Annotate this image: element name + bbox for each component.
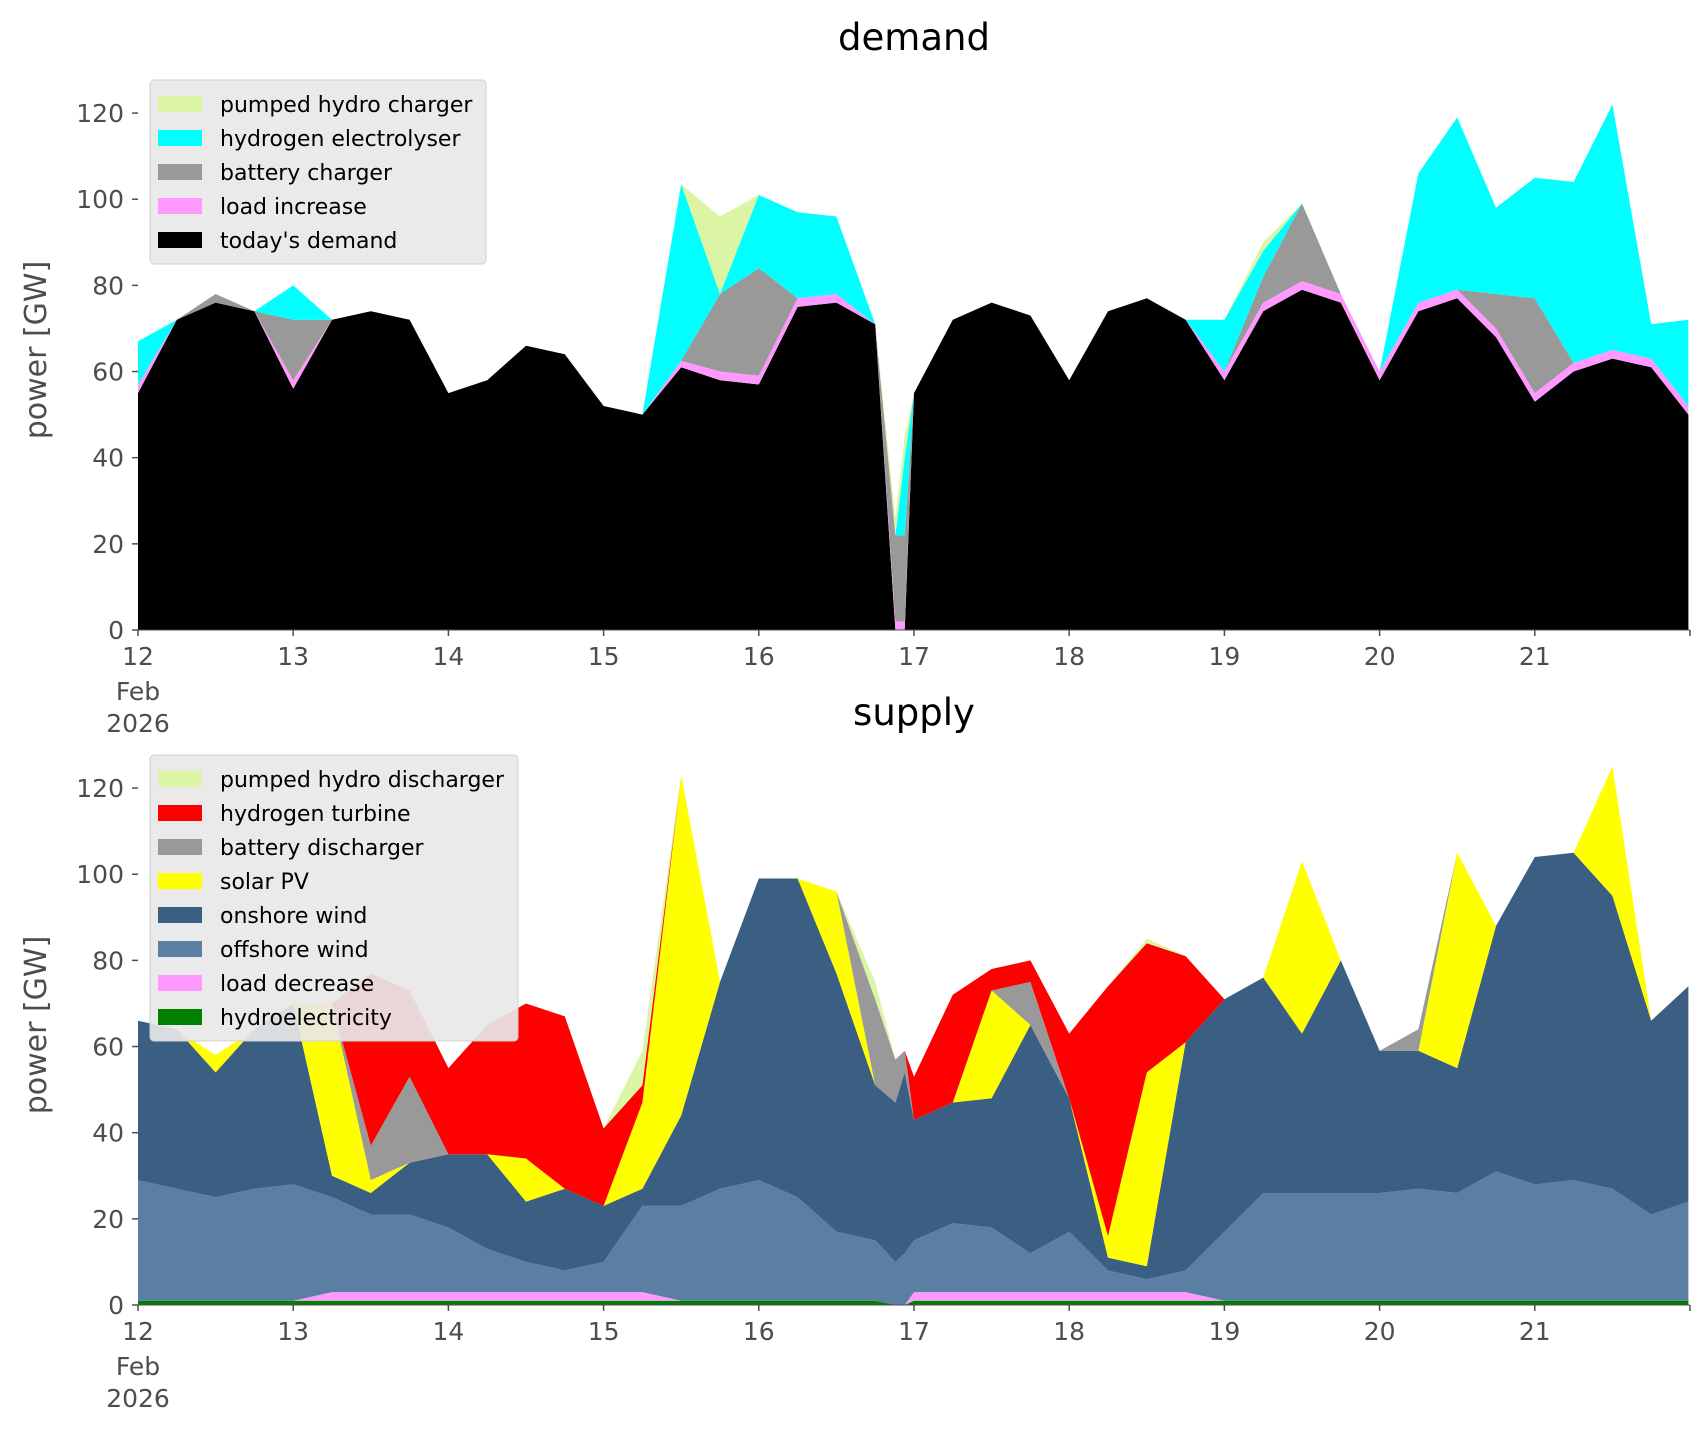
area-load-decrease — [138, 1292, 1689, 1305]
y-tick-label: 40 — [92, 444, 124, 473]
x-tick-label: 21 — [1519, 642, 1551, 671]
area-onshore-wind — [138, 852, 1689, 1280]
x-tick-label: 21 — [1519, 1317, 1551, 1346]
x-tick-label: 19 — [1208, 642, 1240, 671]
x-tick-label: 14 — [432, 1317, 464, 1346]
y-tick-label: 60 — [92, 358, 124, 387]
legend-label: load increase — [220, 195, 367, 220]
legend-box — [149, 754, 519, 1042]
legend-label: hydroelectricity — [220, 1006, 392, 1031]
chart-title: demand — [838, 16, 990, 59]
area-hydroelectricity — [138, 1300, 1689, 1305]
x-tick-label: 18 — [1053, 642, 1085, 671]
legend-swatch — [158, 771, 202, 787]
x-tick-label: 14 — [432, 642, 464, 671]
legend-box — [149, 79, 487, 265]
chart-panel-supply: 12 13 14 15 16 17 18 19 20 21 Feb 2026 0 20 40 60 80 100 1… — [19, 691, 1691, 1413]
legend-label: hydrogen turbine — [220, 802, 411, 827]
y-tick-label: 0 — [108, 616, 124, 645]
x-tick-label: 12 — [122, 642, 154, 671]
legend-swatch — [158, 941, 202, 957]
legend: pumped hydro charger hydrogen electrolyse… — [149, 79, 487, 265]
legend-swatch — [158, 130, 202, 146]
y-axis-label: power [GW] — [19, 936, 54, 1115]
y-tick-label: 20 — [92, 1205, 124, 1234]
y-tick-label: 60 — [92, 1033, 124, 1062]
x-tick-label: 16 — [743, 1317, 775, 1346]
chart-panel-demand: 12 13 14 15 16 17 18 19 20 21 Feb 2026 0 20 40 60 80 100 1… — [19, 16, 1691, 738]
y-axis-label: power [GW] — [19, 261, 54, 440]
area-solar-pv — [138, 766, 1689, 1267]
legend-label: pumped hydro discharger — [220, 768, 505, 793]
x-tick-label: 19 — [1208, 1317, 1240, 1346]
area-hydrogen-turbine — [138, 766, 1689, 1237]
legend-label: onshore wind — [220, 904, 367, 929]
y-tick-label: 120 — [76, 99, 124, 128]
legend-swatch — [158, 232, 202, 248]
y-tick-label: 120 — [76, 774, 124, 803]
legend: pumped hydro discharger hydrogen turbine b… — [149, 754, 519, 1042]
x-tick-label: 17 — [898, 642, 930, 671]
legend-label: battery discharger — [220, 836, 425, 861]
legend-label: pumped hydro charger — [220, 93, 473, 118]
area-battery-charger — [138, 203, 1689, 622]
x-tick-label: 17 — [898, 1317, 930, 1346]
x-tick-label: 16 — [743, 642, 775, 671]
x-tick-sublabel: Feb — [116, 677, 160, 706]
y-tick-label: 80 — [92, 946, 124, 975]
chart-title: supply — [853, 691, 975, 734]
x-tick-label: 20 — [1364, 1317, 1396, 1346]
legend-swatch — [158, 907, 202, 923]
area-offshore-wind — [138, 1171, 1689, 1305]
legend-swatch — [158, 873, 202, 889]
x-tick-label: 12 — [122, 1317, 154, 1346]
legend-swatch — [158, 839, 202, 855]
legend-swatch — [158, 96, 202, 112]
legend-swatch — [158, 975, 202, 991]
legend-swatch — [158, 1009, 202, 1025]
legend-label: today's demand — [220, 229, 397, 254]
y-tick-label: 40 — [92, 1119, 124, 1148]
legend-swatch — [158, 164, 202, 180]
x-tick-label: 20 — [1364, 642, 1396, 671]
x-tick-label: 13 — [277, 642, 309, 671]
legend-label: solar PV — [220, 870, 309, 895]
x-tick-label: 18 — [1053, 1317, 1085, 1346]
legend-label: load decrease — [220, 972, 374, 997]
x-tick-label: 15 — [588, 642, 620, 671]
legend-swatch — [158, 805, 202, 821]
y-tick-label: 100 — [76, 185, 124, 214]
x-tick-sublabel: Feb — [116, 1352, 160, 1381]
y-tick-label: 100 — [76, 860, 124, 889]
legend-swatch — [158, 198, 202, 214]
x-tick-sublabel: 2026 — [106, 709, 170, 738]
y-tick-label: 20 — [92, 530, 124, 559]
x-tick-sublabel: 2026 — [106, 1384, 170, 1413]
area-today-s-demand — [138, 289, 1689, 630]
x-tick-label: 15 — [588, 1317, 620, 1346]
y-tick-label: 80 — [92, 271, 124, 300]
legend-label: battery charger — [220, 161, 393, 186]
x-tick-label: 13 — [277, 1317, 309, 1346]
legend-label: offshore wind — [220, 938, 369, 963]
legend-label: hydrogen electrolyser — [220, 127, 461, 152]
y-tick-label: 0 — [108, 1291, 124, 1320]
